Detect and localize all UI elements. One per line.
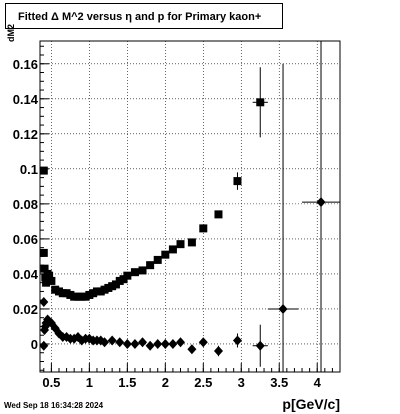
- square-marker: [138, 266, 147, 275]
- y-tick-label: 0.14: [13, 92, 39, 107]
- y-axis-label: dM2: [6, 24, 16, 42]
- y-tick-label: 0.1: [20, 162, 38, 177]
- data-markers: [39, 41, 340, 372]
- x-tick-label: 3: [238, 375, 245, 390]
- square-marker: [42, 278, 51, 287]
- x-tick-label: 0.5: [42, 375, 60, 390]
- x-tick-label: 2: [162, 375, 169, 390]
- diamond-marker: [100, 337, 110, 348]
- square-marker: [45, 271, 54, 280]
- diamond-marker: [198, 337, 208, 348]
- diamond-marker: [130, 338, 140, 349]
- diamond-marker: [187, 344, 197, 355]
- diamond-marker: [278, 303, 288, 314]
- y-tick-label: 0.12: [13, 127, 38, 142]
- square-marker: [214, 210, 223, 219]
- square-marker: [39, 166, 48, 175]
- square-marker: [40, 264, 49, 273]
- grid-lines: [40, 41, 340, 372]
- y-tick-label: 0.16: [13, 57, 38, 72]
- x-tick-label: 4: [314, 375, 322, 390]
- x-tick-label: 3.5: [270, 375, 288, 390]
- square-marker: [176, 240, 185, 249]
- square-marker: [123, 271, 132, 280]
- chart-title: Fitted Δ M^2 versus η and p for Primary …: [5, 3, 283, 29]
- diamond-marker: [232, 335, 242, 346]
- square-marker: [39, 248, 48, 257]
- y-tick-label: 0.02: [13, 302, 38, 317]
- diamond-marker: [145, 340, 155, 351]
- square-marker: [168, 245, 177, 254]
- plot-frame: [39, 40, 341, 373]
- square-marker: [256, 98, 265, 107]
- x-axis-label: p[GeV/c]: [282, 396, 340, 412]
- square-marker: [199, 224, 208, 233]
- square-marker: [130, 268, 139, 277]
- diamond-marker: [39, 296, 49, 307]
- diamond-marker: [122, 338, 132, 349]
- square-marker: [146, 261, 155, 270]
- square-marker: [161, 250, 170, 259]
- diamond-marker: [176, 337, 186, 348]
- diamond-marker: [107, 335, 117, 346]
- square-marker: [187, 238, 196, 247]
- diamond-marker: [138, 337, 148, 348]
- y-tick-label: 0: [31, 337, 38, 352]
- diamond-marker: [153, 338, 163, 349]
- diamond-marker: [168, 338, 178, 349]
- diamond-marker: [316, 197, 326, 208]
- x-tick-label: 2.5: [194, 375, 212, 390]
- x-tick-label: 1.5: [118, 375, 136, 390]
- square-marker: [47, 276, 56, 285]
- date-stamp: Wed Sep 18 16:34:28 2024: [4, 401, 104, 410]
- diamond-marker: [115, 337, 125, 348]
- x-tick-label: 1: [86, 375, 93, 390]
- square-marker: [233, 177, 242, 186]
- diamond-marker: [213, 345, 223, 356]
- axis-ticks: [40, 45, 341, 372]
- y-tick-label: 0.04: [13, 267, 39, 282]
- square-marker: [153, 255, 162, 264]
- diamond-marker: [39, 340, 49, 351]
- diamond-marker: [160, 338, 170, 349]
- diamond-marker: [255, 340, 265, 351]
- tick-labels: 0.5 1 1.5 2 2.5 3 3.5 4 0 0.02 0.04 0.06 0.08 0.1 0.12…: [13, 57, 322, 390]
- y-tick-label: 0.08: [13, 197, 38, 212]
- y-tick-label: 0.06: [13, 232, 38, 247]
